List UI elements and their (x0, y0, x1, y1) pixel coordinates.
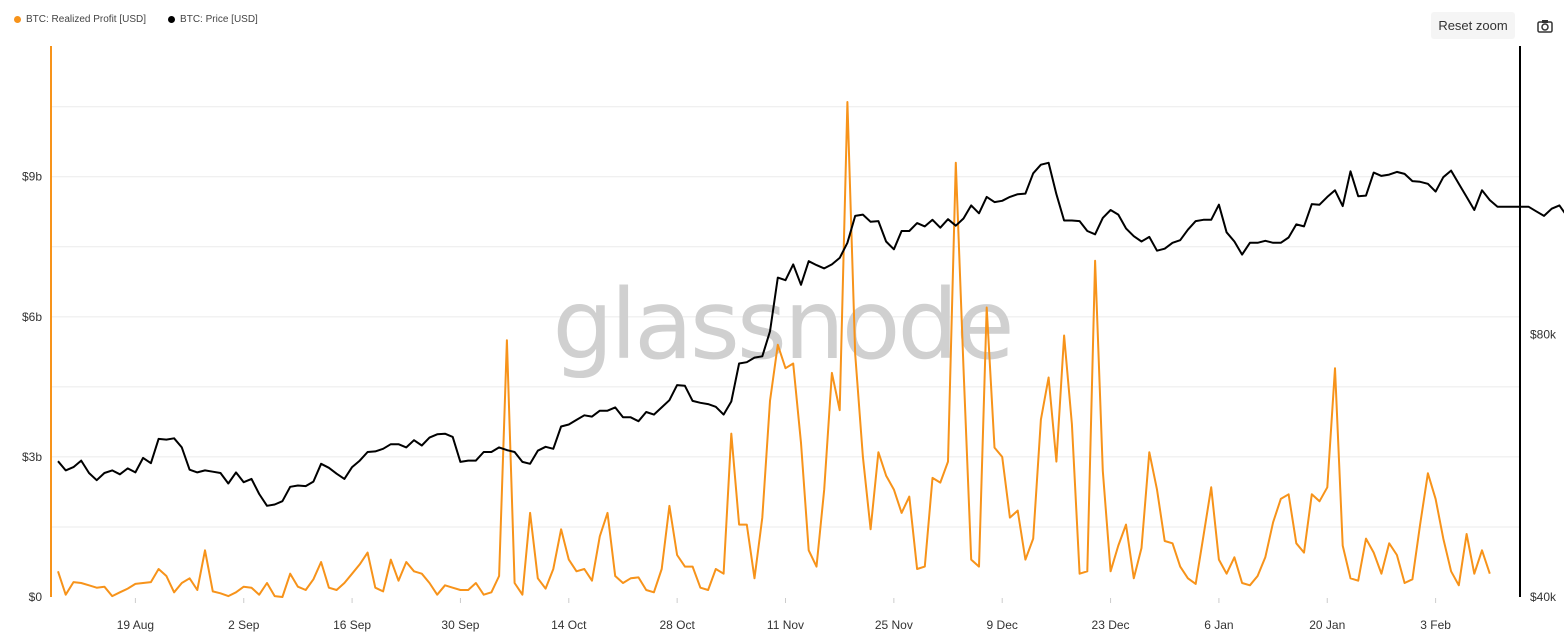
x-tick-label: 20 Jan (1309, 618, 1345, 632)
x-tick-label: 14 Oct (551, 618, 587, 632)
x-axis: 19 Aug 2 Sep 16 Sep 30 Sep 14 Oct 28 Oct 11 No… (117, 598, 1451, 632)
x-tick-label: 23 Dec (1092, 618, 1130, 632)
x-tick-label: 16 Sep (333, 618, 371, 632)
x-tick-label: 11 Nov (767, 618, 804, 632)
y-right-tick-label: $40k (1530, 590, 1557, 604)
chart-legend: BTC: Realized Profit [USD] BTC: Price [U… (14, 14, 258, 25)
y-right-tick-label: $80k (1530, 328, 1557, 342)
legend-label-price: BTC: Price [USD] (180, 14, 258, 25)
legend-item-realized-profit[interactable]: BTC: Realized Profit [USD] (14, 14, 146, 25)
x-tick-label: 9 Dec (987, 618, 1018, 632)
y-left-tick-label: $3b (22, 450, 42, 464)
gridlines (51, 106, 1520, 528)
x-tick-label: 6 Jan (1204, 618, 1233, 632)
legend-dot-realized-profit (14, 16, 21, 23)
legend-item-price[interactable]: BTC: Price [USD] (168, 14, 258, 25)
y-axis-right: $40k $80k (1530, 328, 1557, 604)
legend-label-realized-profit: BTC: Realized Profit [USD] (26, 14, 147, 25)
x-tick-label: 28 Oct (659, 618, 695, 632)
watermark: glassnode (552, 269, 1011, 381)
x-tick-label: 2 Sep (228, 618, 260, 632)
y-left-tick-label: $9b (22, 170, 42, 184)
reset-zoom-button[interactable]: Reset zoom (1431, 12, 1515, 39)
x-tick-label: 3 Feb (1420, 618, 1451, 632)
x-tick-label: 30 Sep (441, 618, 479, 632)
x-tick-label: 19 Aug (117, 618, 154, 632)
series-line-realized-profit (57, 101, 1491, 598)
camera-icon[interactable] (1535, 16, 1555, 36)
legend-dot-price (168, 16, 176, 23)
series-line-price (57, 161, 1564, 507)
y-axis-left: $0 $3b $6b $9b (22, 170, 42, 604)
y-left-tick-label: $6b (22, 310, 42, 324)
y-left-tick-label: $0 (29, 590, 43, 604)
x-tick-label: 25 Nov (875, 618, 913, 632)
